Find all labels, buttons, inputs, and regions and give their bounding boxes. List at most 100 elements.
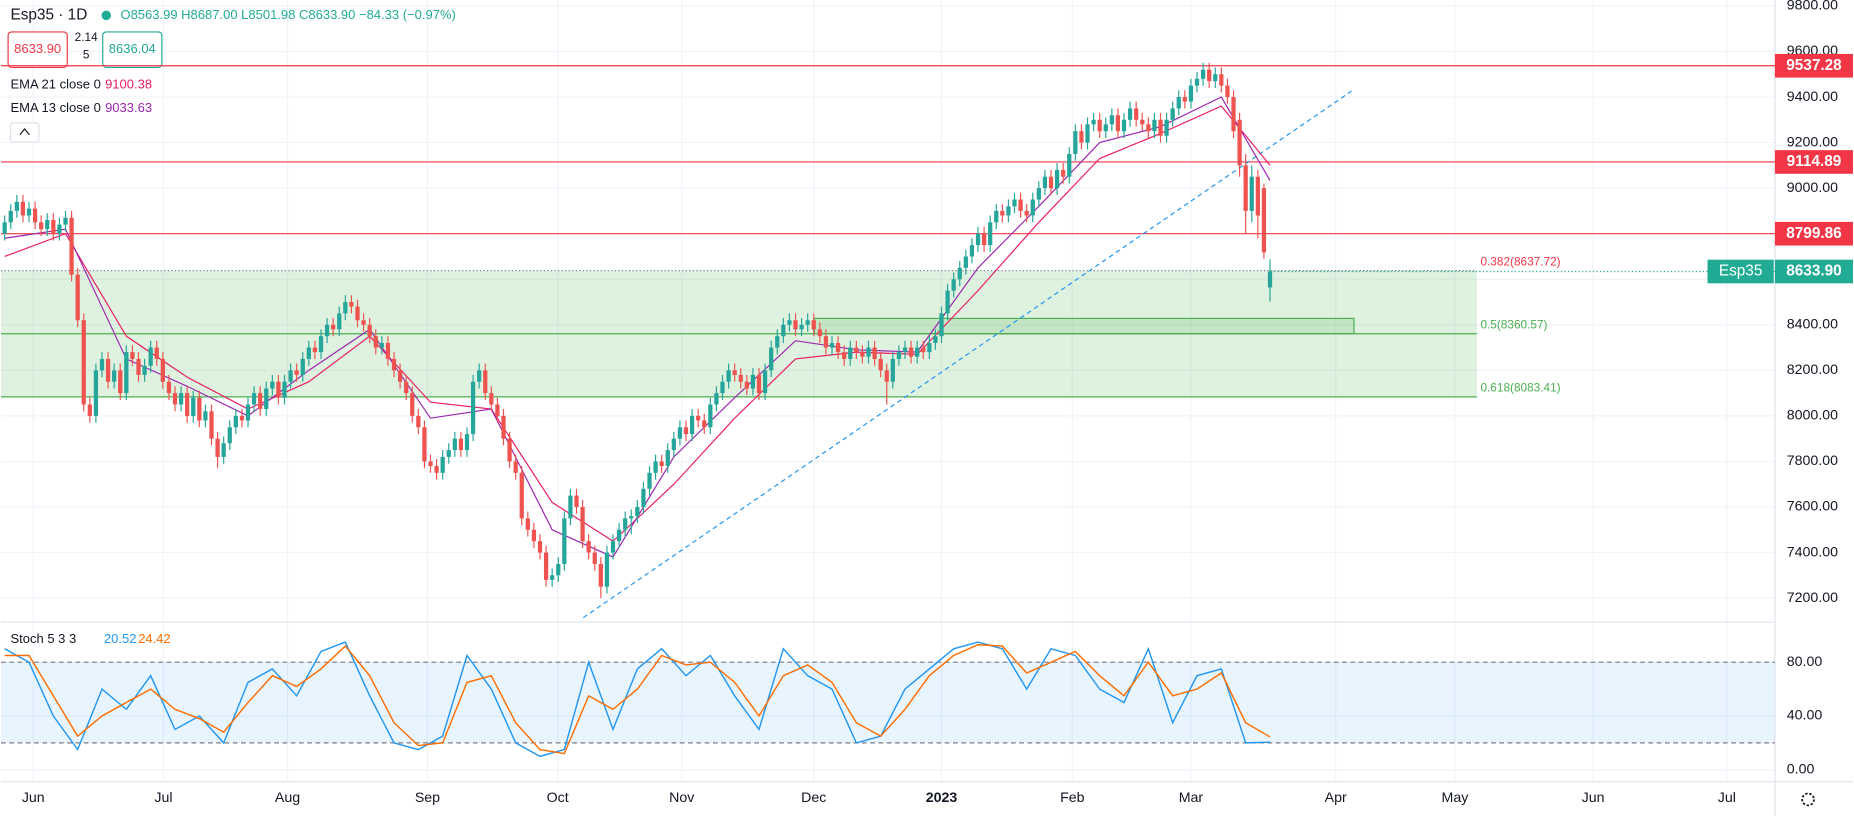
candle-body <box>769 347 774 371</box>
candle-body <box>477 370 482 382</box>
candle-body <box>726 370 731 382</box>
candle-body <box>842 352 847 359</box>
candle-body <box>197 397 202 421</box>
candle-body <box>1176 97 1181 109</box>
fib-label: 0.382(8637.72) <box>1480 254 1560 268</box>
candle-body <box>136 358 141 375</box>
candle-body <box>51 220 56 234</box>
x-tick-label: Feb <box>1060 790 1085 806</box>
candle-body <box>1249 176 1254 211</box>
candle-body <box>702 420 707 428</box>
candle-body <box>616 529 622 542</box>
candle-body <box>361 320 366 325</box>
sell-button[interactable] <box>7 31 68 68</box>
candle-body <box>452 438 457 451</box>
buy-price[interactable]: 8636.04 <box>109 41 156 56</box>
candle-body <box>574 495 579 507</box>
candle-body <box>349 302 354 307</box>
x-tick-label: Jun <box>22 790 45 806</box>
candle-body <box>981 233 987 246</box>
candle-body <box>318 336 324 353</box>
candle-body <box>860 352 865 357</box>
candle-body <box>550 575 555 580</box>
candle-body <box>872 347 877 359</box>
candle-body <box>209 411 214 439</box>
candle-body <box>26 208 32 216</box>
last-price-tag <box>1774 259 1853 284</box>
candle-body <box>641 488 646 507</box>
candle-body <box>446 450 451 457</box>
collapse-button[interactable] <box>9 122 40 143</box>
level-label: 9537.28 <box>1786 57 1842 74</box>
y-tick-label: 9400.00 <box>1787 89 1838 105</box>
candle-body <box>805 320 810 325</box>
candle-body <box>154 347 159 359</box>
candle-body <box>708 404 713 428</box>
candle-body <box>848 347 853 359</box>
candle-body <box>507 438 512 462</box>
candle-body <box>63 217 68 225</box>
x-tick-label: Jul <box>154 790 172 806</box>
settings-button[interactable] <box>1801 792 1815 807</box>
candle-body <box>130 352 135 359</box>
candle-body <box>118 370 123 394</box>
candle-body <box>659 461 664 466</box>
y-tick-label: 0.00 <box>1787 762 1815 778</box>
candle-body <box>8 210 13 223</box>
legend-name: EMA 13 close 0 <box>10 100 100 115</box>
candle-body <box>653 461 658 473</box>
candle-body <box>750 374 756 389</box>
candle-body <box>300 358 305 375</box>
symbol[interactable]: Esp35 · 1D <box>10 6 87 23</box>
candle-body <box>592 552 597 564</box>
buy-button[interactable] <box>102 31 163 68</box>
candle-body <box>519 472 524 519</box>
candle-body <box>1255 176 1260 216</box>
candle-body <box>1030 199 1035 216</box>
candle-body <box>513 461 518 473</box>
candle-body <box>1146 124 1151 132</box>
stoch-title: Stoch 5 3 3 <box>10 631 76 646</box>
x-tick-label: Jul <box>1718 790 1736 806</box>
sell-price[interactable]: 8633.90 <box>14 41 61 56</box>
candle-body <box>635 506 640 517</box>
candle-body <box>1115 115 1121 132</box>
candle-body <box>324 324 330 337</box>
candle-body <box>629 516 634 519</box>
stoch-band <box>1 662 1775 743</box>
candle-body <box>957 267 962 280</box>
candle-body <box>1140 119 1145 125</box>
candle-body <box>714 393 719 405</box>
candle-body <box>191 397 196 416</box>
candle-body <box>221 443 226 457</box>
x-tick-label: Sep <box>415 790 440 806</box>
candle-body <box>829 343 835 348</box>
candle-body <box>586 541 591 553</box>
candle-body <box>543 552 549 580</box>
last-name: Esp35 <box>1719 263 1763 280</box>
candle-body <box>166 381 172 394</box>
candle-body <box>744 381 749 389</box>
candle-body <box>343 302 348 314</box>
candle-body <box>1121 119 1127 132</box>
candle-body <box>276 381 281 398</box>
candle-body <box>1042 176 1048 189</box>
candle-body <box>75 274 80 321</box>
candle-body <box>185 393 190 416</box>
y-tick-label: 40.00 <box>1787 708 1823 724</box>
legend-name: EMA 21 close 0 <box>10 77 100 92</box>
candle-body <box>397 370 403 382</box>
candle-body <box>878 358 883 371</box>
candle-body <box>1085 124 1090 143</box>
candle-body <box>373 336 378 348</box>
candle-body <box>677 427 683 439</box>
candle-body <box>562 518 567 564</box>
candle-body <box>428 461 433 466</box>
candle-body <box>580 506 585 542</box>
candle-body <box>1061 169 1066 177</box>
candle-body <box>489 393 494 405</box>
level-label: 9114.89 <box>1787 153 1842 170</box>
candle-body <box>203 411 208 421</box>
